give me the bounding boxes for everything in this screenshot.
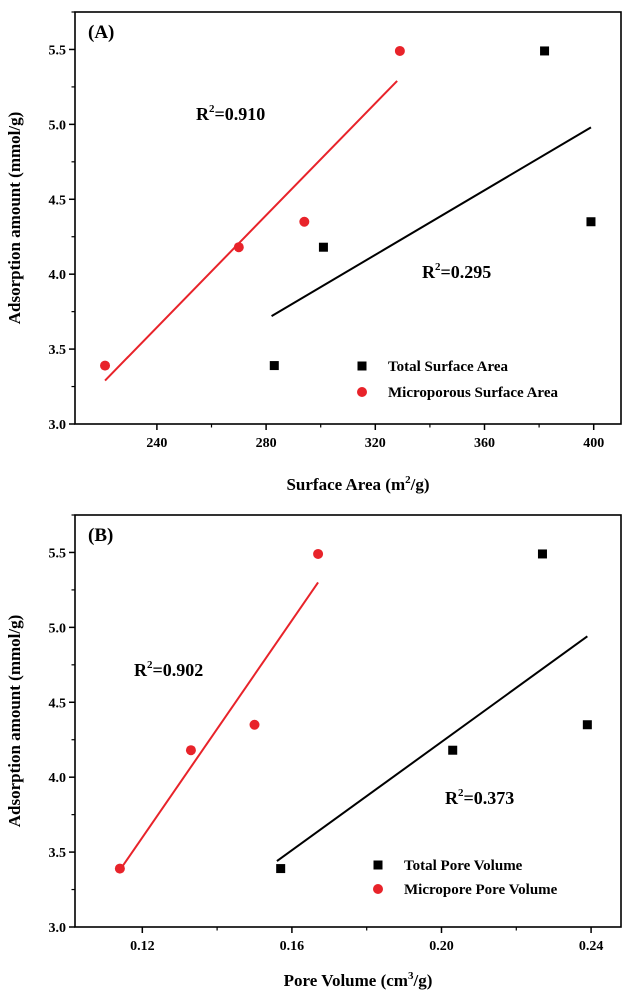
y-tick-label: 3.0 xyxy=(49,921,67,936)
x-axis-title: Surface Area (m2/g) xyxy=(286,474,429,494)
legend-marker xyxy=(373,860,383,870)
y-tick-label: 3.0 xyxy=(49,418,67,433)
data-point-micro xyxy=(100,360,111,371)
legend: Total Surface Area Microporous Surface Ar… xyxy=(357,359,558,401)
chart-panel-b: 0.12 0.16 0.20 0.24 3.0 3.5 4.0 4.5 5.0 5.5 (B) Por… xyxy=(5,514,622,990)
legend-marker xyxy=(357,361,367,371)
panel-label: (A) xyxy=(88,22,114,43)
data-point-total xyxy=(269,361,279,371)
y-tick-label: 5.0 xyxy=(49,621,67,636)
y-tick-label: 5.5 xyxy=(49,43,67,58)
data-point-total xyxy=(537,549,547,559)
r-squared-annotation: R2=0.910 xyxy=(196,103,265,124)
panel-label: (B) xyxy=(88,525,113,546)
x-tick-label: 0.24 xyxy=(579,939,604,954)
fit-line-total xyxy=(271,126,592,317)
x-tick-label: 0.12 xyxy=(130,939,155,954)
data-point-total xyxy=(582,720,592,730)
data-point-total xyxy=(318,242,328,252)
y-tick-label: 4.5 xyxy=(49,696,67,711)
y-tick-label: 5.5 xyxy=(49,546,67,561)
data-point-micro xyxy=(114,863,125,874)
legend-label: Total Pore Volume xyxy=(404,858,523,874)
x-tick-label: 360 xyxy=(474,436,495,451)
y-tick-label: 4.0 xyxy=(49,268,67,283)
y-tick-label: 4.0 xyxy=(49,771,67,786)
x-tick-label: 320 xyxy=(365,436,386,451)
y-tick-label: 4.5 xyxy=(49,193,67,208)
legend-label: Total Surface Area xyxy=(388,359,508,375)
data-point-total xyxy=(540,46,550,56)
chart-panel-a: 240 280 320 360 400 3.0 3.5 4.0 4.5 5.0 5.5 (A) Surf… xyxy=(5,11,622,494)
x-axis-title: Pore Volume (cm3/g) xyxy=(284,970,433,990)
data-point-micro xyxy=(185,745,196,756)
legend: Total Pore Volume Micropore Pore Volume xyxy=(373,858,558,898)
x-tick-label: 280 xyxy=(256,436,277,451)
y-axis-title: Adsorption amount (mmol/g) xyxy=(5,112,24,325)
legend-label: Micropore Pore Volume xyxy=(404,882,558,898)
data-point-total xyxy=(586,217,596,227)
y-tick-label: 5.0 xyxy=(49,118,67,133)
data-point-micro xyxy=(299,216,310,227)
legend-marker xyxy=(373,884,383,894)
x-tick-label: 240 xyxy=(146,436,167,451)
r-squared-annotation: R2=0.295 xyxy=(422,261,491,282)
x-tick-label: 400 xyxy=(583,436,604,451)
data-point-total xyxy=(276,864,286,874)
legend-marker xyxy=(357,387,367,397)
fit-line-micro xyxy=(119,581,319,871)
y-axis-title: Adsorption amount (mmol/g) xyxy=(5,615,24,828)
data-point-micro xyxy=(233,242,244,253)
data-point-micro xyxy=(249,719,260,730)
plot-frame xyxy=(74,514,622,928)
plot-frame xyxy=(74,11,622,425)
data-point-total xyxy=(448,745,458,755)
fit-line-micro xyxy=(104,80,398,382)
fit-line-total xyxy=(276,635,588,862)
data-point-micro xyxy=(394,45,405,56)
legend-label: Microporous Surface Area xyxy=(388,385,558,401)
data-point-micro xyxy=(313,548,324,559)
r-squared-annotation: R2=0.902 xyxy=(134,659,203,680)
y-tick-label: 3.5 xyxy=(49,343,67,358)
x-tick-label: 0.16 xyxy=(280,939,305,954)
r-squared-annotation: R2=0.373 xyxy=(445,787,514,808)
x-tick-label: 0.20 xyxy=(429,939,454,954)
y-tick-label: 3.5 xyxy=(49,846,67,861)
